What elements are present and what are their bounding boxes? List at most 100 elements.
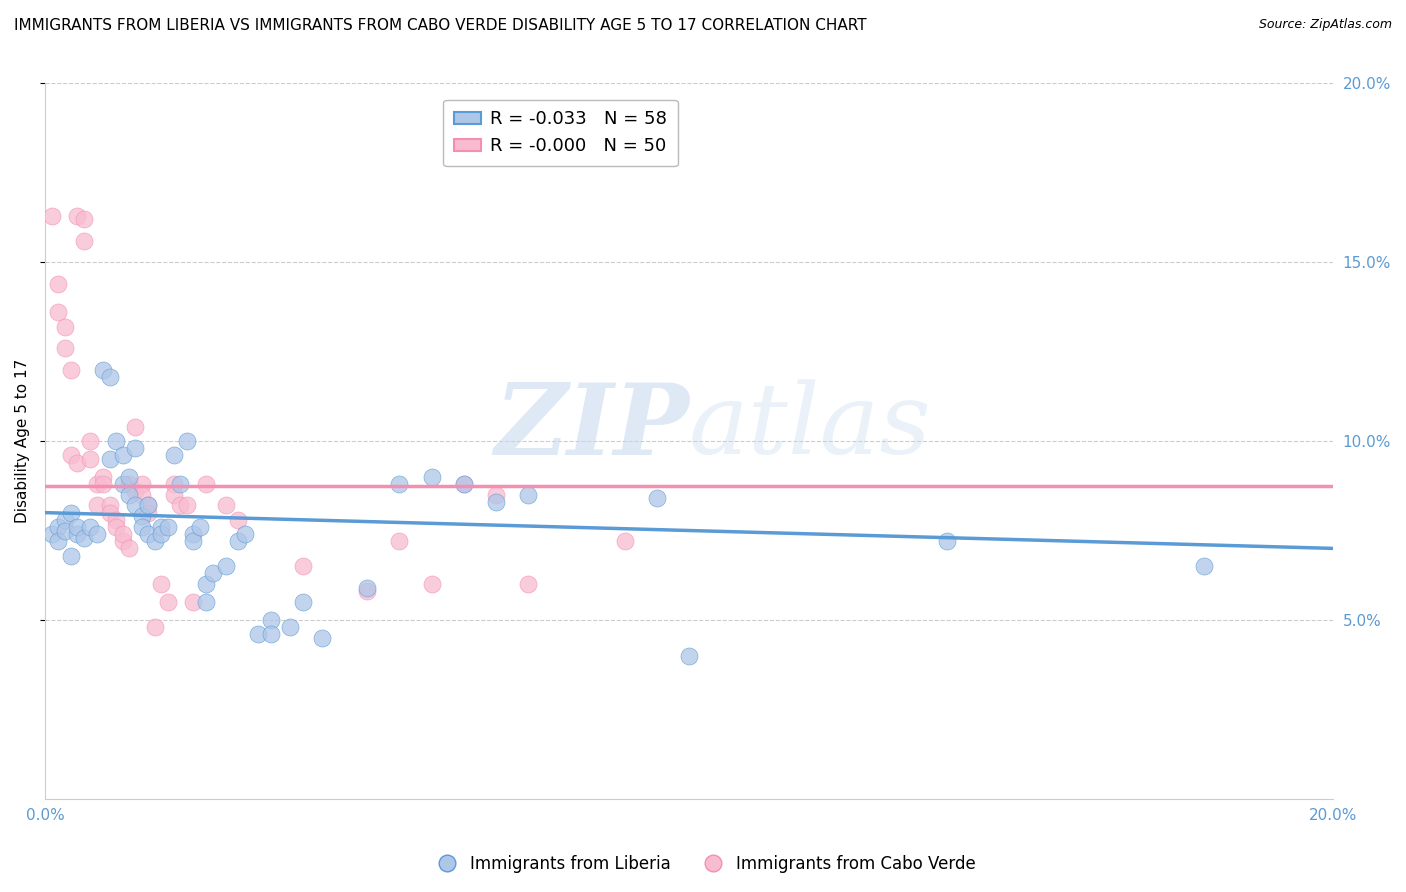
Point [60, 449, 83, 463]
Point [453, 477, 475, 491]
Point [124, 499, 146, 513]
Point [124, 484, 146, 499]
Point [517, 577, 540, 591]
Point [163, 449, 186, 463]
Point [86, 477, 108, 491]
Point [136, 499, 159, 513]
Point [311, 631, 333, 645]
Point [73, 234, 96, 248]
Point [60, 549, 83, 563]
Point [613, 534, 636, 549]
Point [195, 577, 218, 591]
Y-axis label: Disability Age 5 to 17: Disability Age 5 to 17 [15, 359, 30, 524]
Point [156, 595, 179, 609]
Point [420, 470, 443, 484]
Point [485, 495, 508, 509]
Point [163, 488, 186, 502]
Point [131, 488, 153, 502]
Point [46, 305, 69, 319]
Point [420, 577, 443, 591]
Point [73, 531, 96, 545]
Point [118, 470, 141, 484]
Point [105, 513, 128, 527]
Point [485, 488, 508, 502]
Point [645, 491, 668, 506]
Point [214, 499, 236, 513]
Point [259, 627, 281, 641]
Point [517, 488, 540, 502]
Point [66, 520, 89, 534]
Point [131, 520, 153, 534]
Point [278, 620, 301, 634]
Point [143, 620, 166, 634]
Point [111, 527, 134, 541]
Point [214, 559, 236, 574]
Point [124, 442, 146, 456]
Point [183, 595, 205, 609]
Point [105, 434, 128, 449]
Point [291, 595, 314, 609]
Point [111, 534, 134, 549]
Point [176, 499, 198, 513]
Point [66, 527, 89, 541]
Point [91, 470, 114, 484]
Point [53, 319, 76, 334]
Point [935, 534, 957, 549]
Point [453, 477, 475, 491]
Point [195, 477, 218, 491]
Point [124, 419, 146, 434]
Point [105, 520, 128, 534]
Point [53, 341, 76, 355]
Point [118, 488, 141, 502]
Point [46, 277, 69, 291]
Point [98, 499, 121, 513]
Point [356, 584, 378, 599]
Text: ZIP: ZIP [494, 378, 689, 475]
Point [118, 477, 141, 491]
Point [169, 477, 191, 491]
Point [136, 527, 159, 541]
Point [98, 506, 121, 520]
Point [79, 452, 101, 467]
Point [73, 212, 96, 227]
Point [66, 456, 89, 470]
Point [60, 362, 83, 376]
Point [1192, 559, 1215, 574]
Point [678, 648, 700, 663]
Point [233, 527, 256, 541]
Point [91, 477, 114, 491]
Point [79, 434, 101, 449]
Point [201, 566, 224, 581]
Point [86, 499, 108, 513]
Point [156, 520, 179, 534]
Point [41, 527, 63, 541]
Point [143, 534, 166, 549]
Point [183, 527, 205, 541]
Point [356, 581, 378, 595]
Point [91, 362, 114, 376]
Point [195, 595, 218, 609]
Point [388, 534, 411, 549]
Point [291, 559, 314, 574]
Point [60, 506, 83, 520]
Point [111, 477, 134, 491]
Point [41, 209, 63, 223]
Point [188, 520, 211, 534]
Text: IMMIGRANTS FROM LIBERIA VS IMMIGRANTS FROM CABO VERDE DISABILITY AGE 5 TO 17 COR: IMMIGRANTS FROM LIBERIA VS IMMIGRANTS FR… [14, 18, 866, 33]
Point [98, 369, 121, 384]
Point [46, 534, 69, 549]
Point [246, 627, 269, 641]
Point [131, 477, 153, 491]
Legend: Immigrants from Liberia, Immigrants from Cabo Verde: Immigrants from Liberia, Immigrants from… [423, 848, 983, 880]
Point [118, 541, 141, 556]
Point [53, 513, 76, 527]
Point [98, 452, 121, 467]
Point [150, 527, 173, 541]
Point [136, 499, 159, 513]
Point [131, 509, 153, 524]
Legend: R = -0.033   N = 58, R = -0.000   N = 50: R = -0.033 N = 58, R = -0.000 N = 50 [443, 100, 678, 166]
Point [53, 524, 76, 538]
Point [150, 577, 173, 591]
Point [163, 477, 186, 491]
Point [66, 209, 89, 223]
